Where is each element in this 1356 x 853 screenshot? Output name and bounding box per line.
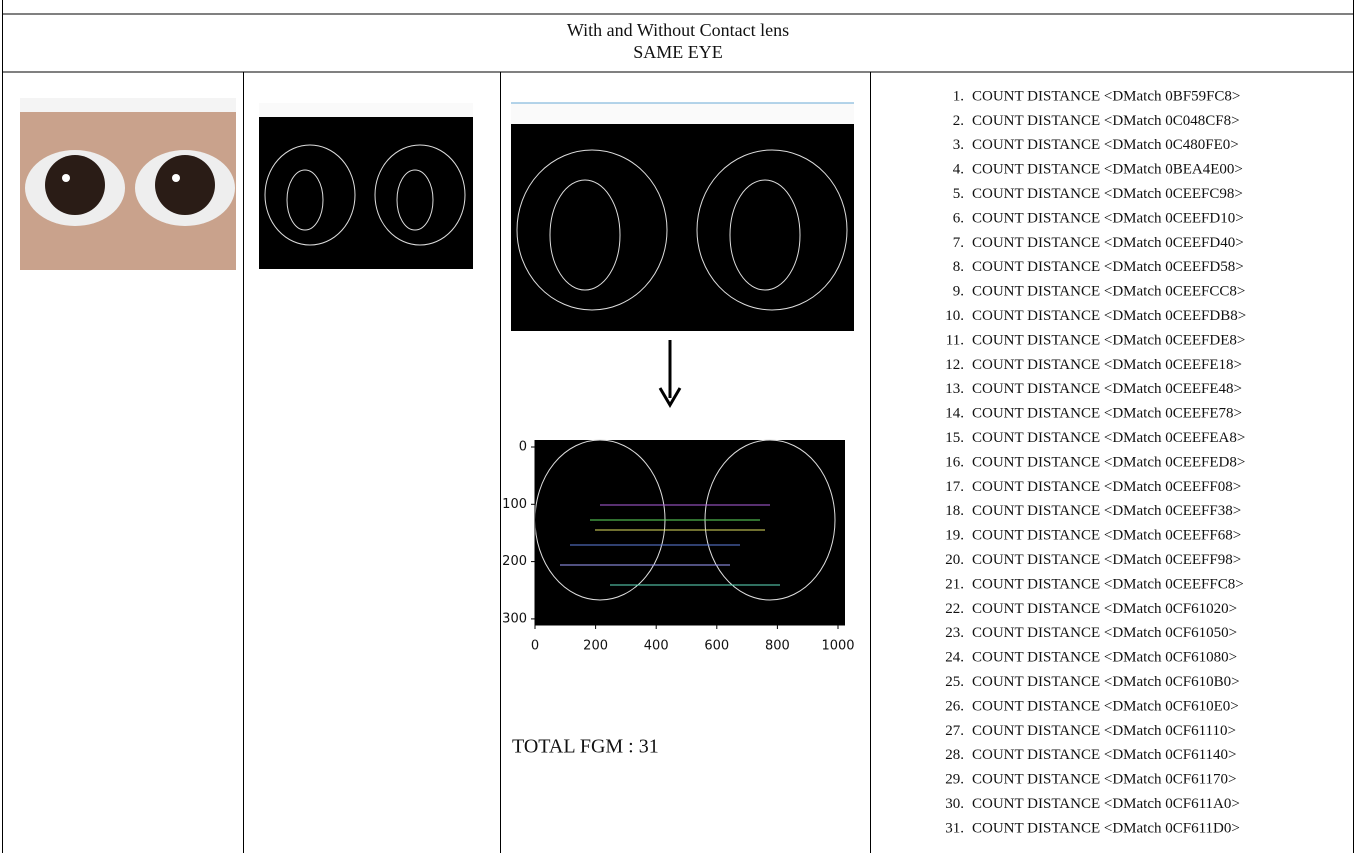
list-number: 14. <box>945 406 964 422</box>
list-item: COUNT DISTANCE <DMatch 0CEEFF98> <box>972 552 1241 568</box>
list-number: 30. <box>945 796 964 812</box>
list-number: 21. <box>945 576 964 592</box>
list-number: 24. <box>945 650 964 666</box>
list-number: 12. <box>945 357 964 373</box>
list-number: 1. <box>953 88 964 104</box>
list-item: COUNT DISTANCE <DMatch 0CF61020> <box>972 601 1237 617</box>
list-item: COUNT DISTANCE <DMatch 0CF61140> <box>972 747 1236 763</box>
list-number: 27. <box>945 723 964 739</box>
list-number: 31. <box>945 820 964 836</box>
list-number: 18. <box>945 503 964 519</box>
list-number: 29. <box>945 772 964 788</box>
list-number: 3. <box>953 137 964 153</box>
list-number: 13. <box>945 381 964 397</box>
list-item: COUNT DISTANCE <DMatch 0CF610B0> <box>972 674 1240 690</box>
list-item: COUNT DISTANCE <DMatch 0CEEFFC8> <box>972 576 1244 592</box>
y-tick-label: 0 <box>519 440 527 455</box>
list-item: COUNT DISTANCE <DMatch 0CF611A0> <box>972 796 1240 812</box>
down-arrow <box>658 340 682 408</box>
list-item: COUNT DISTANCE <DMatch 0CEEFF08> <box>972 479 1241 495</box>
list-item: COUNT DISTANCE <DMatch 0CEEFD40> <box>972 235 1244 251</box>
list-item: COUNT DISTANCE <DMatch 0CF610E0> <box>972 698 1239 714</box>
list-number: 28. <box>945 747 964 763</box>
list-item: COUNT DISTANCE <DMatch 0CEEFEA8> <box>972 430 1245 446</box>
x-tick-label: 200 <box>583 639 608 654</box>
x-tick-label: 0 <box>531 639 539 654</box>
segmentation-image <box>259 103 473 269</box>
list-item: COUNT DISTANCE <DMatch 0CEEFDB8> <box>972 308 1246 324</box>
fgm-image <box>511 102 854 331</box>
list-number: 7. <box>953 235 964 251</box>
list-item: COUNT DISTANCE <DMatch 0CEEFE48> <box>972 381 1242 397</box>
list-number: 8. <box>953 259 964 275</box>
list-number: 26. <box>945 698 964 714</box>
list-item: COUNT DISTANCE <DMatch 0C048CF8> <box>972 113 1240 129</box>
list-item: COUNT DISTANCE <DMatch 0CF61050> <box>972 625 1237 641</box>
list-item: COUNT DISTANCE <DMatch 0CEEFCC8> <box>972 284 1245 300</box>
list-number: 11. <box>946 332 964 348</box>
x-tick-label: 1000 <box>821 639 854 654</box>
list-number: 5. <box>953 186 964 202</box>
list-number: 19. <box>945 528 964 544</box>
list-item: COUNT DISTANCE <DMatch 0C480FE0> <box>972 137 1239 153</box>
list-item: COUNT DISTANCE <DMatch 0CF61080> <box>972 650 1237 666</box>
x-tick-label: 600 <box>704 639 729 654</box>
list-item: COUNT DISTANCE <DMatch 0CEEFD58> <box>972 259 1244 275</box>
list-item: COUNT DISTANCE <DMatch 0BEA4E00> <box>972 162 1243 178</box>
list-item: COUNT DISTANCE <DMatch 0CEEFF38> <box>972 503 1241 519</box>
total-fgm: TOTAL FGM : 31 <box>512 736 659 758</box>
list-item: COUNT DISTANCE <DMatch 0CEEFF68> <box>972 528 1241 544</box>
list-item: COUNT DISTANCE <DMatch 0CEEFED8> <box>972 454 1245 470</box>
list-item: COUNT DISTANCE <DMatch 0CEEFD10> <box>972 210 1244 226</box>
list-number: 9. <box>953 284 964 300</box>
match-plot <box>534 439 845 626</box>
list-number: 15. <box>945 430 964 446</box>
header-title: With and Without Contact lens <box>567 20 789 40</box>
list-item: COUNT DISTANCE <DMatch 0CEEFDE8> <box>972 332 1245 348</box>
original-image <box>20 98 236 270</box>
list-number: 20. <box>945 552 964 568</box>
list-number: 22. <box>945 601 964 617</box>
list-number: 17. <box>945 479 964 495</box>
list-number: 16. <box>945 454 964 470</box>
list-item: COUNT DISTANCE <DMatch 0BF59FC8> <box>972 88 1240 104</box>
list-number: 2. <box>953 113 964 129</box>
list-number: 25. <box>945 674 964 690</box>
list-number: 23. <box>945 625 964 641</box>
list-number: 10. <box>945 308 964 324</box>
list-item: COUNT DISTANCE <DMatch 0CEEFC98> <box>972 186 1243 202</box>
x-tick-label: 400 <box>644 639 669 654</box>
list-item: COUNT DISTANCE <DMatch 0CEEFE18> <box>972 357 1242 373</box>
list-item: COUNT DISTANCE <DMatch 0CF61110> <box>972 723 1236 739</box>
y-tick-label: 100 <box>502 497 527 512</box>
y-tick-label: 200 <box>502 554 527 569</box>
header-subtitle: SAME EYE <box>633 42 723 62</box>
list-item: COUNT DISTANCE <DMatch 0CF611D0> <box>972 820 1240 836</box>
list-number: 4. <box>953 162 964 178</box>
list-number: 6. <box>953 210 964 226</box>
y-tick-label: 300 <box>502 611 527 626</box>
x-tick-label: 800 <box>765 639 790 654</box>
list-item: COUNT DISTANCE <DMatch 0CEEFE78> <box>972 406 1242 422</box>
list-item: COUNT DISTANCE <DMatch 0CF61170> <box>972 772 1236 788</box>
